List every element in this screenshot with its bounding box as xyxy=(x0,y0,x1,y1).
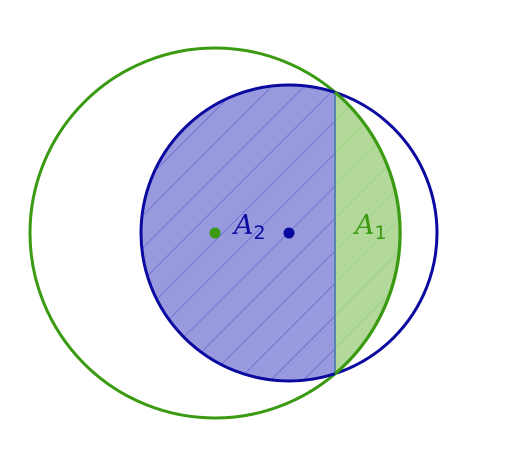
blue-center-dot xyxy=(283,227,295,239)
green-center-dot xyxy=(209,227,221,239)
label-a1-sub: 1 xyxy=(375,222,387,244)
region-a2 xyxy=(141,85,335,381)
label-a1: A1 xyxy=(352,210,387,244)
label-a2-base: A xyxy=(231,210,254,241)
label-a2: A2 xyxy=(231,210,266,244)
label-a1-base: A xyxy=(352,210,375,241)
label-a2-sub: 2 xyxy=(254,222,266,244)
green-arc-overlay xyxy=(334,90,402,376)
blue-circle xyxy=(139,83,439,383)
